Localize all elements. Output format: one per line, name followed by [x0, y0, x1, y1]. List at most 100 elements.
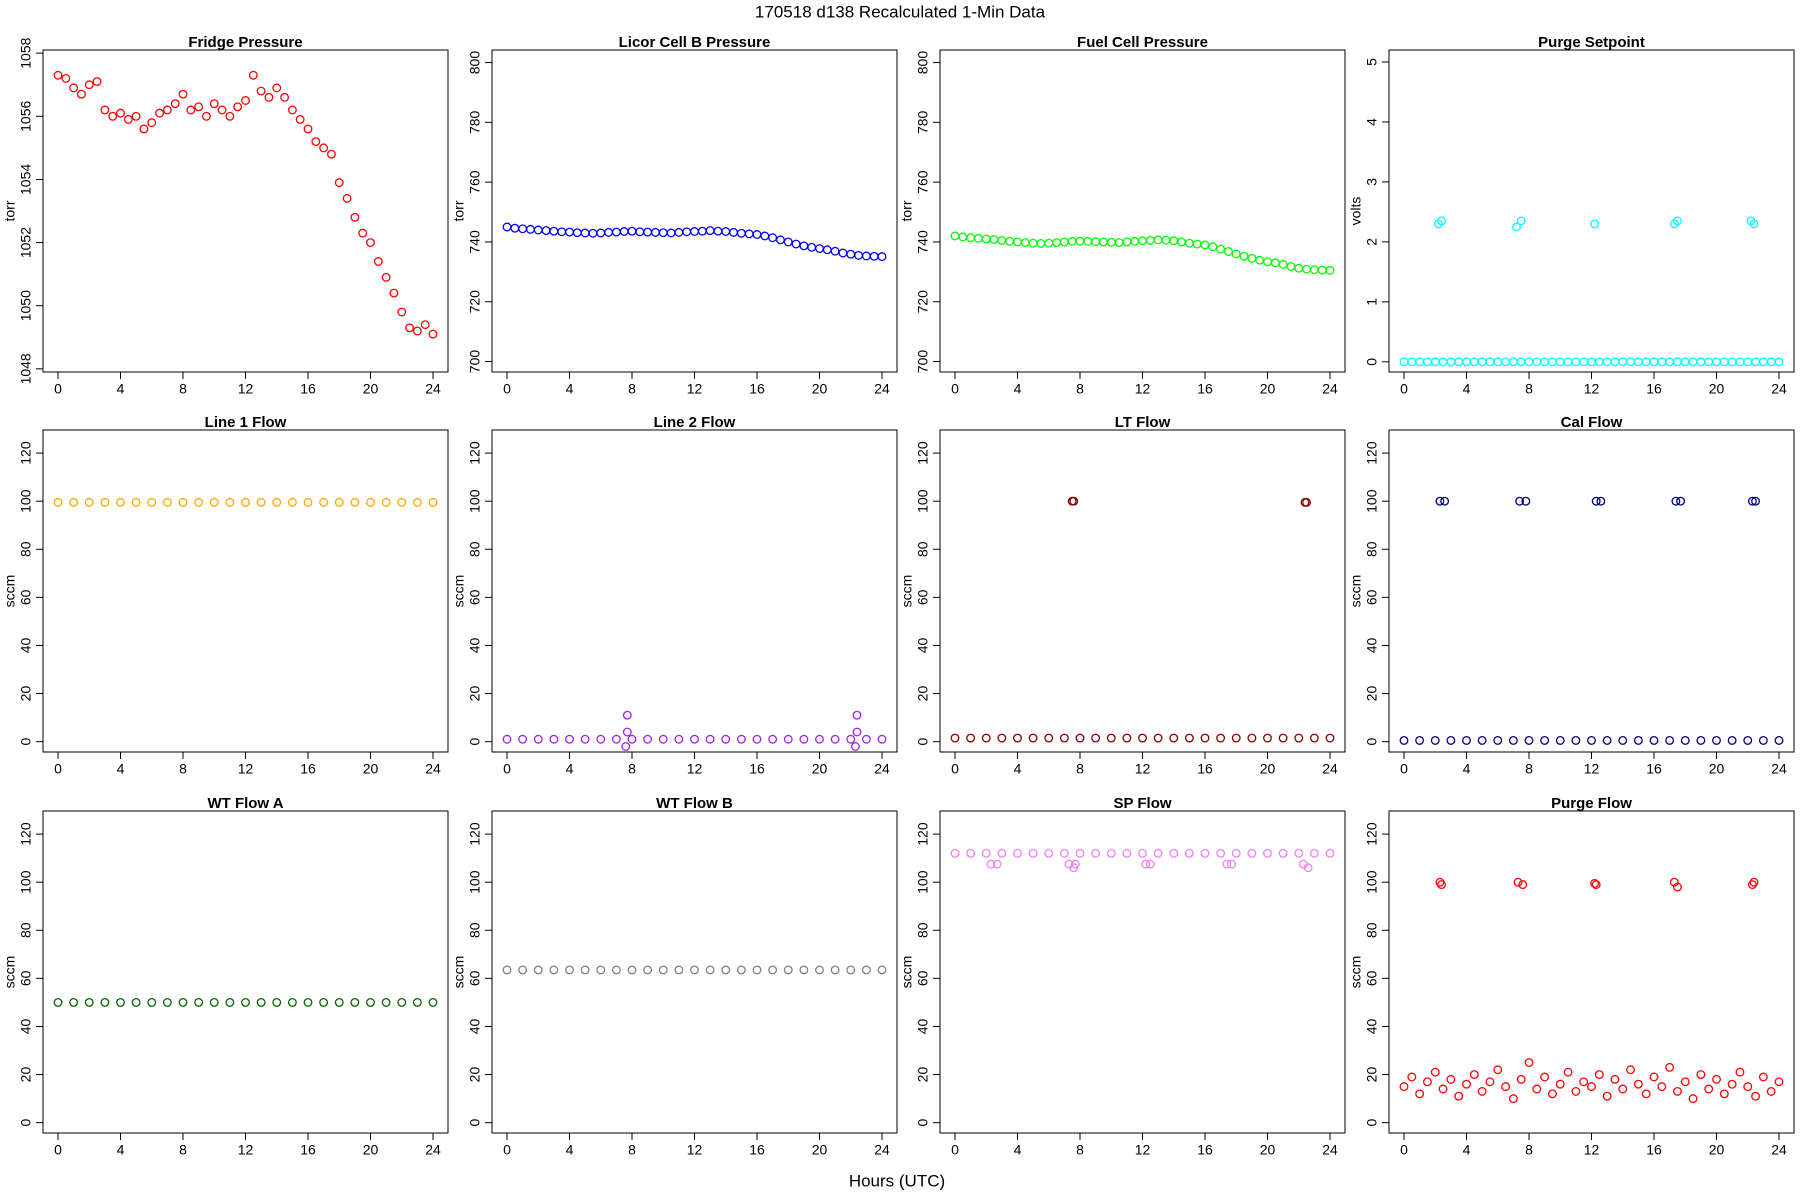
point: [1446, 1074, 1456, 1084]
point: [1743, 736, 1753, 745]
point: [1587, 1082, 1596, 1092]
point: [287, 105, 297, 115]
point: [627, 734, 637, 744]
x-tick-label: 24: [425, 761, 441, 777]
point: [690, 965, 699, 975]
point: [319, 143, 329, 153]
point: [1216, 244, 1226, 254]
point: [1590, 219, 1600, 229]
y-tick-label: 60: [1364, 970, 1380, 986]
y-tick-label: 100: [467, 489, 483, 513]
y-tick-label: 20: [18, 686, 34, 702]
page-title: 170518 d138 Recalculated 1-Min Data: [755, 2, 1046, 21]
point: [397, 307, 407, 317]
point: [1231, 733, 1241, 743]
point: [1521, 496, 1531, 506]
y-tick-label: 20: [915, 686, 931, 702]
point: [69, 997, 79, 1007]
y-tick-label: 0: [467, 738, 483, 746]
point: [799, 734, 809, 744]
y-tick-label: 40: [915, 637, 931, 653]
point: [1751, 1091, 1761, 1101]
point: [1278, 259, 1288, 269]
point: [209, 997, 219, 1007]
point: [1091, 848, 1101, 858]
y-tick-label: 120: [18, 822, 34, 846]
point: [1069, 863, 1079, 873]
x-tick-label: 24: [1322, 381, 1338, 397]
x-tick-label: 16: [749, 381, 765, 397]
point: [1751, 496, 1761, 506]
point: [287, 997, 297, 1007]
x-tick-label: 16: [1197, 1142, 1213, 1158]
y-tick-label: 100: [18, 870, 34, 894]
point: [997, 733, 1007, 743]
y-tick-label: 20: [467, 686, 483, 702]
x-axis-title: Hours (UTC): [849, 1171, 945, 1190]
x-tick-label: 4: [117, 381, 125, 397]
point: [1555, 1079, 1565, 1089]
panel-title: Line 1 Flow: [205, 414, 287, 431]
point: [846, 965, 856, 975]
y-tick-label: 80: [1364, 922, 1380, 938]
point: [783, 965, 793, 975]
point: [116, 497, 125, 507]
x-tick-label: 24: [1771, 381, 1787, 397]
y-tick-label: 80: [467, 541, 483, 557]
y-tick-label: 0: [18, 738, 34, 746]
x-tick-label: 8: [628, 761, 636, 777]
point: [799, 965, 809, 975]
point: [1462, 1079, 1471, 1089]
x-tick-label: 24: [1771, 1142, 1787, 1158]
point: [1303, 863, 1313, 873]
point: [1633, 1079, 1643, 1089]
point: [1122, 848, 1132, 858]
y-tick-label: 1052: [18, 227, 34, 258]
point: [752, 734, 762, 744]
point: [1493, 736, 1503, 745]
point: [1665, 736, 1675, 745]
point: [1069, 496, 1079, 506]
point: [950, 848, 960, 858]
y-tick-label: 1058: [18, 37, 34, 68]
point: [1399, 736, 1409, 745]
point: [815, 734, 824, 744]
point: [303, 997, 313, 1007]
x-tick-label: 20: [1709, 761, 1725, 777]
point: [852, 710, 862, 720]
x-tick-label: 8: [179, 761, 187, 777]
point: [518, 734, 528, 744]
point: [1758, 736, 1768, 745]
point: [1013, 848, 1022, 858]
x-tick-label: 0: [1400, 381, 1408, 397]
point: [1712, 736, 1721, 745]
panel-title: LT Flow: [1115, 414, 1171, 431]
point: [981, 733, 991, 743]
y-tick-label: 700: [915, 350, 931, 374]
point: [1184, 733, 1194, 743]
x-tick-label: 20: [812, 761, 828, 777]
point: [1422, 1077, 1432, 1087]
point: [139, 124, 149, 134]
point: [1430, 736, 1440, 745]
x-tick-label: 20: [812, 1142, 828, 1158]
point: [1469, 1070, 1479, 1080]
point: [1501, 1082, 1511, 1092]
point: [1263, 733, 1272, 743]
y-axis-title: sccm: [2, 575, 18, 608]
y-tick-label: 720: [915, 290, 931, 314]
point: [350, 497, 360, 507]
point: [272, 497, 282, 507]
point: [155, 108, 165, 118]
point: [1399, 1082, 1409, 1092]
point: [643, 965, 653, 975]
point: [580, 965, 590, 975]
y-tick-label: 1050: [18, 290, 34, 321]
point: [596, 734, 606, 744]
x-tick-label: 8: [1076, 381, 1084, 397]
y-tick-label: 760: [915, 170, 931, 194]
panel-title: Licor Cell B Pressure: [619, 34, 771, 51]
point: [658, 734, 668, 744]
point: [194, 497, 204, 507]
